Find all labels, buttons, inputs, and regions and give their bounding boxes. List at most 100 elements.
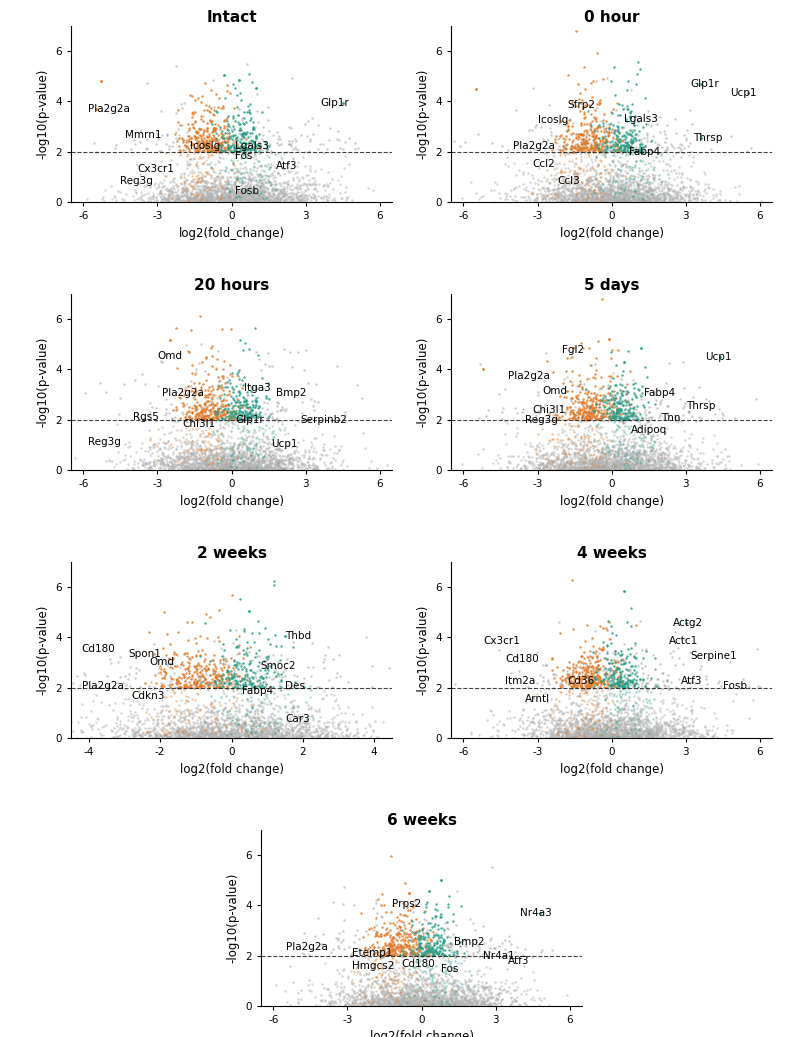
- Point: [411, 936, 423, 953]
- Point: [307, 711, 319, 728]
- Point: [155, 654, 168, 671]
- Point: [643, 729, 656, 746]
- Point: [599, 456, 611, 473]
- Point: [564, 398, 577, 415]
- Point: [207, 719, 220, 735]
- Point: [268, 722, 281, 738]
- Point: [558, 670, 571, 686]
- Point: [436, 998, 448, 1014]
- Point: [200, 120, 213, 137]
- Point: [187, 441, 199, 457]
- Point: [266, 728, 278, 745]
- Point: [613, 408, 626, 424]
- Point: [240, 445, 252, 461]
- Point: [214, 460, 227, 477]
- Point: [229, 726, 241, 742]
- Point: [563, 448, 576, 465]
- Point: [189, 460, 202, 477]
- Point: [422, 997, 435, 1013]
- Point: [175, 712, 188, 729]
- Point: [416, 944, 429, 960]
- Point: [231, 680, 243, 697]
- Point: [198, 174, 210, 191]
- Point: [206, 459, 218, 476]
- Point: [210, 458, 223, 475]
- Point: [615, 451, 627, 468]
- Point: [617, 729, 630, 746]
- Point: [611, 674, 624, 691]
- Point: [740, 142, 753, 159]
- Point: [638, 190, 651, 206]
- Point: [302, 722, 314, 738]
- Point: [588, 142, 600, 159]
- Point: [219, 411, 232, 427]
- Point: [243, 459, 256, 476]
- Point: [436, 996, 448, 1012]
- Point: [583, 712, 596, 729]
- Point: [362, 990, 374, 1007]
- Point: [600, 709, 612, 726]
- Point: [193, 194, 206, 211]
- Point: [421, 946, 433, 962]
- Point: [640, 175, 652, 192]
- Point: [214, 125, 227, 142]
- Point: [643, 460, 656, 477]
- Point: [632, 722, 645, 738]
- Point: [70, 729, 83, 746]
- Point: [188, 703, 201, 720]
- Point: [613, 96, 626, 113]
- Point: [206, 458, 218, 475]
- Point: [644, 410, 656, 426]
- Point: [171, 189, 184, 205]
- Point: [194, 425, 206, 442]
- Point: [588, 729, 600, 746]
- Point: [340, 192, 352, 208]
- Point: [601, 676, 614, 693]
- Point: [604, 408, 616, 424]
- Point: [164, 449, 177, 466]
- Point: [612, 142, 625, 159]
- Point: [429, 942, 441, 958]
- Point: [297, 461, 310, 478]
- Point: [392, 959, 405, 976]
- Point: [154, 188, 166, 204]
- Point: [557, 729, 570, 746]
- Point: [604, 183, 616, 199]
- Point: [231, 638, 243, 654]
- Point: [660, 459, 672, 476]
- Point: [600, 185, 612, 201]
- Point: [582, 670, 594, 686]
- Point: [433, 943, 446, 959]
- Point: [229, 191, 241, 207]
- Point: [233, 134, 246, 150]
- Point: [626, 459, 639, 476]
- Point: [615, 385, 627, 401]
- Point: [169, 723, 182, 739]
- Point: [182, 139, 195, 156]
- Point: [206, 700, 219, 717]
- Point: [248, 142, 261, 159]
- Point: [250, 186, 262, 202]
- Point: [610, 461, 623, 478]
- Point: [673, 681, 686, 698]
- Point: [239, 456, 251, 473]
- Point: [420, 992, 433, 1009]
- Point: [437, 942, 449, 958]
- Point: [571, 387, 584, 403]
- Point: [381, 977, 393, 993]
- Point: [670, 716, 682, 732]
- Point: [394, 937, 407, 954]
- Point: [406, 997, 418, 1013]
- Point: [589, 700, 601, 717]
- Point: [230, 717, 243, 733]
- Point: [221, 171, 234, 188]
- Point: [162, 457, 174, 474]
- Point: [623, 396, 636, 413]
- Point: [283, 189, 296, 205]
- Point: [322, 189, 335, 205]
- Point: [552, 438, 564, 454]
- Point: [511, 721, 524, 737]
- Point: [247, 705, 260, 722]
- Point: [663, 355, 675, 371]
- Point: [588, 727, 600, 744]
